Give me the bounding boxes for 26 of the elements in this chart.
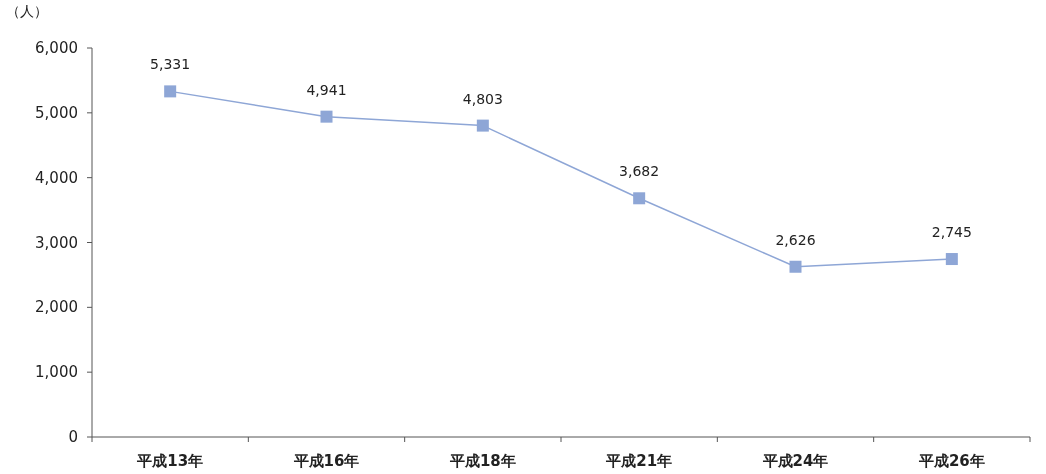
point	[320, 110, 333, 123]
y-tick-label: 1,000	[35, 363, 78, 382]
y-axis-title: （人）	[6, 3, 48, 19]
x-tick-label: 平成16年	[292, 452, 360, 470]
point	[633, 192, 646, 205]
point	[476, 119, 489, 132]
point	[945, 253, 958, 266]
y-tick-label: 0	[68, 428, 78, 446]
point	[789, 260, 802, 273]
x-tick-label: 平成24年	[761, 452, 829, 470]
data-label: 2,626	[775, 231, 816, 248]
data-label: 5,331	[150, 56, 191, 73]
y-tick-label: 4,000	[35, 168, 78, 187]
y-tick-label: 6,000	[35, 39, 78, 57]
point	[164, 85, 177, 98]
x-tick-label: 平成21年	[605, 452, 673, 470]
x-tick-label: 平成18年	[448, 452, 516, 470]
x-tick-label: 平成26年	[917, 452, 985, 470]
data-label: 4,941	[306, 81, 347, 98]
y-tick-label: 5,000	[35, 103, 78, 122]
data-label: 3,682	[619, 163, 660, 180]
data-label: 4,803	[462, 90, 503, 107]
x-tick-label: 平成13年	[136, 452, 204, 470]
y-tick-label: 3,000	[35, 233, 78, 252]
data-label: 2,745	[931, 224, 972, 241]
y-tick-label: 2,000	[35, 298, 78, 317]
